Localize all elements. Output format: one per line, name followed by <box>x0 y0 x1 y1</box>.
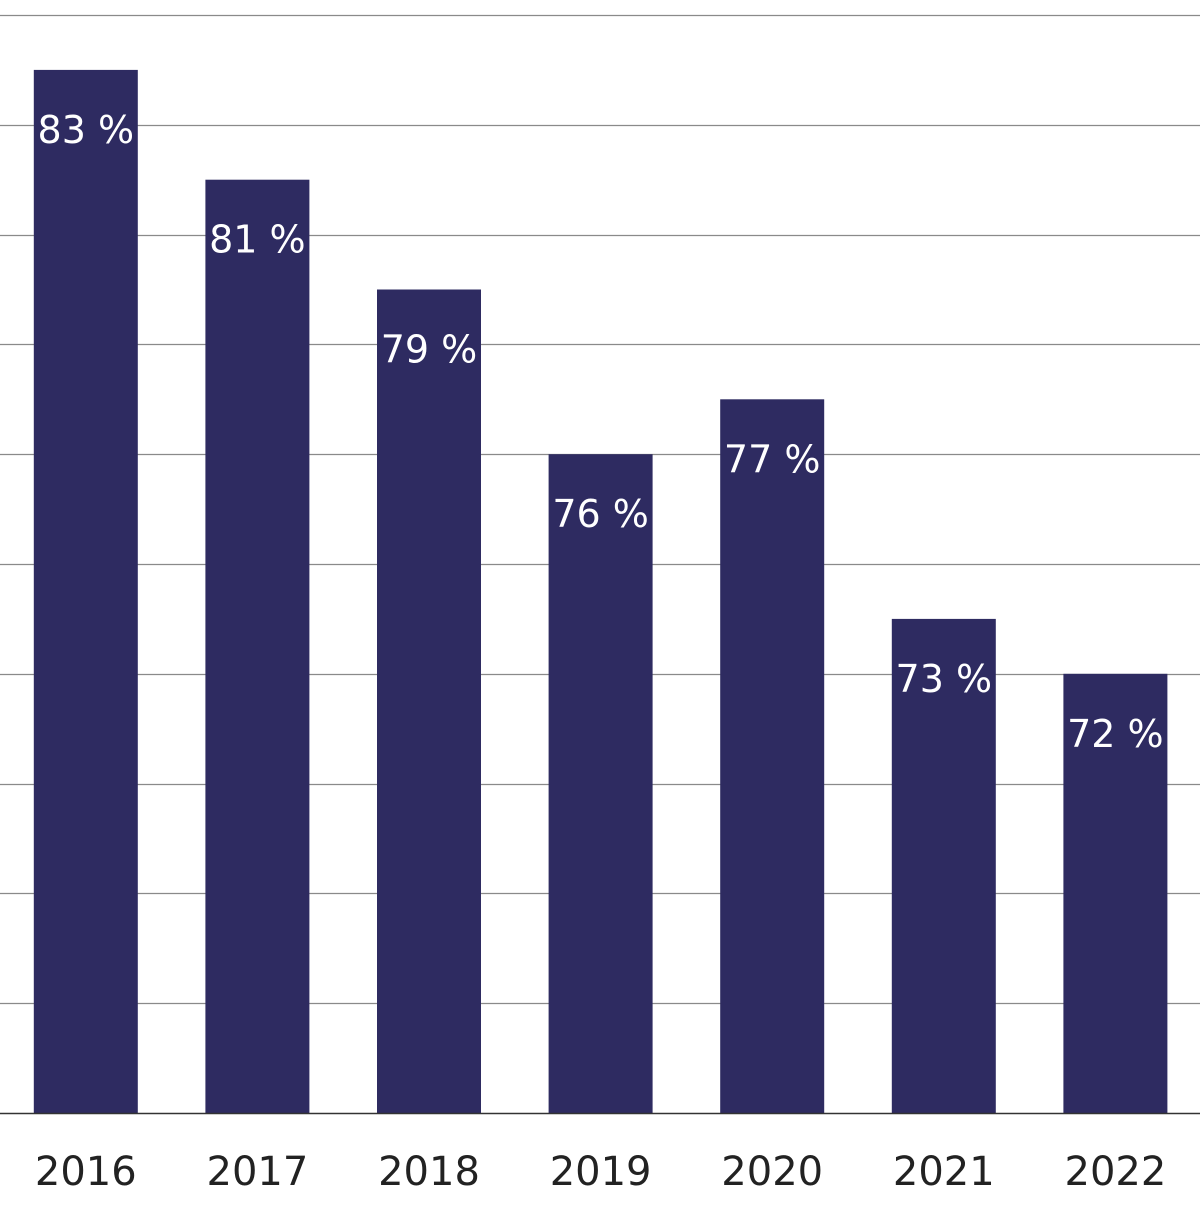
bar-2020 <box>720 399 825 1113</box>
bar-labels: 83 % 81 % 79 % 76 % 77 % 73 % 72 % <box>38 108 1164 756</box>
x-tick-label-2022: 2022 <box>1065 1149 1167 1195</box>
bar-2022 <box>1063 673 1168 1113</box>
bar-2021 <box>891 618 996 1113</box>
bar-2018 <box>377 289 481 1113</box>
data-label-2020: 77 % <box>724 437 821 481</box>
x-tick-label-2016: 2016 <box>35 1149 137 1195</box>
x-tick-label-2021: 2021 <box>893 1149 995 1195</box>
x-tick-label-2019: 2019 <box>550 1149 652 1195</box>
x-tick-label-2020: 2020 <box>721 1149 823 1195</box>
data-label-2018: 79 % <box>381 328 478 372</box>
bar-2016 <box>33 69 138 1113</box>
x-tick-labels: 2016 2017 2018 2019 2020 2021 2022 <box>35 1149 1166 1195</box>
bar-2019 <box>548 454 653 1113</box>
data-label-2019: 76 % <box>552 492 649 536</box>
x-tick-label-2018: 2018 <box>378 1149 480 1195</box>
bar-2017 <box>205 179 310 1113</box>
data-label-2021: 73 % <box>896 657 993 701</box>
bars <box>33 69 1168 1113</box>
x-tick-label-2017: 2017 <box>207 1149 309 1195</box>
data-label-2017: 81 % <box>209 218 306 262</box>
data-label-2022: 72 % <box>1067 712 1164 756</box>
data-label-2016: 83 % <box>38 108 135 152</box>
